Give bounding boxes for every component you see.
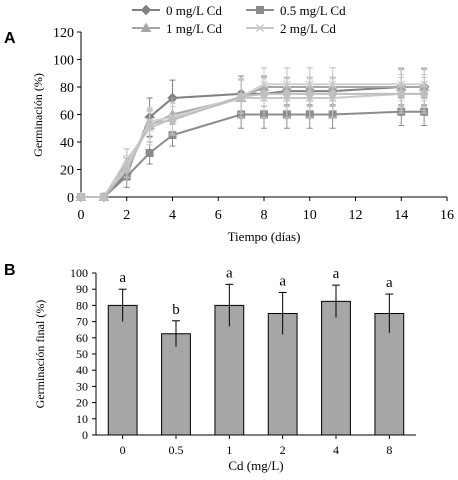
x-axis-title: Cd (mg/L) xyxy=(228,458,283,473)
series-group xyxy=(75,67,430,203)
series-line xyxy=(81,86,425,198)
bar xyxy=(374,313,405,436)
legend-swatch-marker xyxy=(255,23,265,33)
x-tick-label: 12 xyxy=(349,208,363,223)
x-tick-label: 8 xyxy=(261,208,268,223)
panel-a-label: A xyxy=(4,30,16,47)
y-tick-label: 100 xyxy=(70,266,88,280)
x-tick-label: 4 xyxy=(333,443,339,457)
x-tick-label: 8 xyxy=(386,443,392,457)
y-tick-label: 100 xyxy=(53,54,74,69)
legend-label: 2 mg/L Cd xyxy=(280,21,336,36)
y-axis-title: Germinación final (%) xyxy=(33,300,47,409)
legend-item: 1 mg/L Cd xyxy=(132,21,222,36)
bar-group: b 0.5 xyxy=(161,302,191,457)
legend-swatch-marker xyxy=(140,22,152,32)
legend-item: 2 mg/L Cd xyxy=(246,21,336,36)
legend-item: 0 mg/L Cd xyxy=(132,3,222,18)
legend-label: 0.5 mg/L Cd xyxy=(280,3,346,18)
y-tick-label: 0 xyxy=(82,428,88,442)
x-tick-label: 1 xyxy=(226,443,232,457)
data-point xyxy=(168,116,177,124)
y-tick-label: 30 xyxy=(76,379,88,393)
data-point xyxy=(328,89,337,98)
data-point xyxy=(99,193,108,201)
significance-letter: a xyxy=(226,265,233,281)
significance-letter: b xyxy=(172,302,180,318)
y-tick-label: 120 xyxy=(53,26,74,41)
bar xyxy=(321,300,351,436)
legend-label: 0 mg/L Cd xyxy=(166,3,222,18)
x-tick-label: 16 xyxy=(440,208,454,223)
y-tick-label: 80 xyxy=(60,81,74,96)
y-tick-label: 60 xyxy=(76,331,88,345)
panel-a-line-chart: A 0 mg/L Cd 0.5 mg/L Cd 1 mg/L Cd 2 mg/L Cd… xyxy=(4,3,454,244)
bar-group: a4 xyxy=(321,266,351,457)
x-tick-label: 2 xyxy=(123,208,130,223)
data-point xyxy=(397,89,406,98)
data-point xyxy=(145,120,154,129)
x-tick-labels: 0 2 4 6 8 10 12 14 16 xyxy=(78,197,454,223)
x-tick-label: 6 xyxy=(215,208,222,223)
data-point xyxy=(77,193,85,201)
x-axis-title: Tiempo (días) xyxy=(228,229,301,244)
bar-group: a2 xyxy=(267,273,298,457)
significance-letter: a xyxy=(279,273,286,289)
data-series xyxy=(75,68,430,203)
y-tick-label: 60 xyxy=(60,109,74,124)
y-tick-labels: 0 10 20 30 40 50 60 70 80 90 100 xyxy=(70,266,96,442)
bar xyxy=(107,304,138,436)
significance-letter: a xyxy=(119,270,126,286)
y-tick-label: 0 xyxy=(67,191,74,206)
x-tick-label: 0.5 xyxy=(169,443,184,457)
x-tick-label: 14 xyxy=(394,208,408,223)
y-axis-title: Germinación (%) xyxy=(31,73,45,157)
bar-group: a8 xyxy=(374,275,405,457)
series-line xyxy=(81,92,425,198)
data-point xyxy=(237,92,246,101)
data-point xyxy=(145,149,154,157)
y-tick-label: 10 xyxy=(76,412,88,426)
series-line xyxy=(81,86,425,198)
bar-group: a1 xyxy=(214,265,245,457)
legend-item: 0.5 mg/L Cd xyxy=(246,3,346,18)
y-tick-label: 80 xyxy=(76,298,88,312)
x-tick-label: 10 xyxy=(303,208,317,223)
legend-label: 1 mg/L Cd xyxy=(166,21,222,36)
data-point xyxy=(420,89,429,98)
data-series xyxy=(77,97,429,201)
y-tick-label: 40 xyxy=(76,363,88,377)
y-tick-label: 40 xyxy=(60,136,74,151)
y-tick-label: 20 xyxy=(76,396,88,410)
y-tick-labels: 0 20 40 60 80 100 120 xyxy=(53,26,81,206)
legend-swatch-marker xyxy=(256,6,264,14)
bar xyxy=(161,333,191,436)
y-tick-label: 70 xyxy=(76,315,88,329)
x-tick-label: 4 xyxy=(169,208,176,223)
x-tick-label: 0 xyxy=(78,208,85,223)
legend-swatch-marker xyxy=(140,4,152,16)
x-tick-label: 2 xyxy=(280,443,286,457)
y-tick-label: 20 xyxy=(60,164,74,179)
legend: 0 mg/L Cd 0.5 mg/L Cd 1 mg/L Cd 2 mg/L Cd xyxy=(132,3,346,36)
series-line xyxy=(81,92,425,198)
bar-group: a0 xyxy=(107,270,138,457)
data-point xyxy=(305,89,314,98)
data-point xyxy=(282,89,291,98)
series-line xyxy=(81,83,425,198)
significance-letter: a xyxy=(333,266,340,282)
significance-letter: a xyxy=(386,275,393,291)
y-tick-label: 90 xyxy=(76,282,88,296)
axes xyxy=(95,273,416,436)
data-point xyxy=(260,89,268,98)
x-tick-label: 0 xyxy=(120,443,126,457)
y-tick-label: 50 xyxy=(76,347,88,361)
panel-b-label: B xyxy=(4,262,16,279)
data-series xyxy=(77,76,429,201)
data-point xyxy=(122,165,131,174)
